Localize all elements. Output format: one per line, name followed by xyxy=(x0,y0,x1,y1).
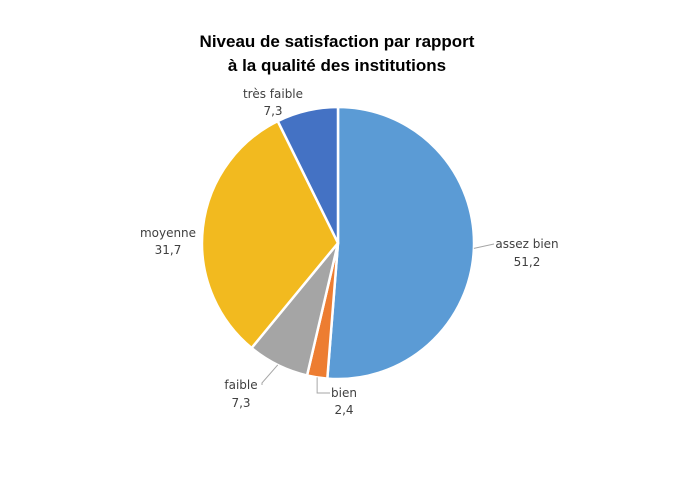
leader-line-faible xyxy=(261,364,279,385)
chart-title-line-1: Niveau de satisfaction par rapport xyxy=(200,32,475,51)
slice-label-assez-bien: assez bien xyxy=(495,237,558,251)
slice-label-faible: faible xyxy=(224,378,257,392)
leader-line-bien xyxy=(316,377,330,394)
chart-title-line-2: à la qualité des institutions xyxy=(228,56,446,75)
slice-value-bien: 2,4 xyxy=(334,403,353,417)
label-leader-lines xyxy=(261,243,495,394)
slice-label-moyenne: moyenne xyxy=(140,226,196,240)
pie-slice-moyenne xyxy=(200,119,340,350)
slice-value-tres-faible: 7,3 xyxy=(263,104,282,118)
slice-value-assez-bien: 51,2 xyxy=(514,255,541,269)
slice-label-tres-faible: très faible xyxy=(243,87,303,101)
slice-value-moyenne: 31,7 xyxy=(155,243,182,257)
leader-line-assez-bien xyxy=(473,243,495,249)
slice-label-bien: bien xyxy=(331,386,357,400)
pie-slice-assez-bien xyxy=(325,105,476,381)
pie-slices xyxy=(200,105,476,381)
pie-slice-tres-faible xyxy=(276,105,340,244)
slice-value-faible: 7,3 xyxy=(231,396,250,410)
